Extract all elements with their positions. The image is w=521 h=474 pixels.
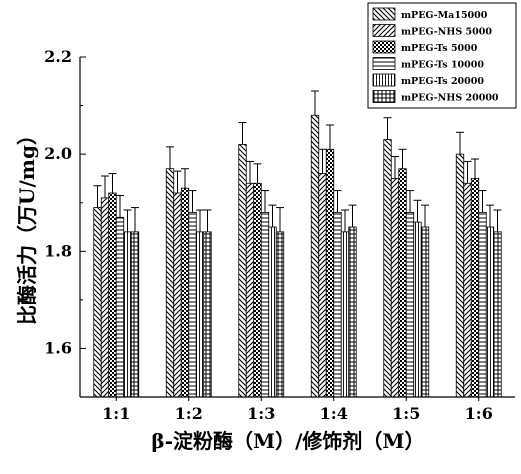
x-tick-label: 1:1 <box>102 404 130 423</box>
bar <box>115 216 125 398</box>
bar <box>260 212 270 398</box>
bar <box>268 226 277 398</box>
bar <box>318 173 327 398</box>
legend: mPEG-Ma15000 mPEG-NHS 5000 mPEG-Ts 5000 mPE… <box>367 2 517 109</box>
bar <box>398 168 407 398</box>
legend-swatch <box>372 24 396 37</box>
legend-label: mPEG-NHS 5000 <box>401 27 492 38</box>
y-tick-label: 1.6 <box>44 338 72 357</box>
bar <box>348 226 357 398</box>
legend-swatch <box>372 90 396 103</box>
bar <box>333 212 342 398</box>
bar <box>413 221 422 398</box>
bar <box>245 182 255 398</box>
bar <box>478 212 487 398</box>
bar <box>455 153 465 398</box>
legend-swatch <box>372 7 396 21</box>
bar <box>195 231 205 398</box>
bar <box>108 192 117 398</box>
y-axis-title: 比酶活力（万U/mg） <box>15 125 39 325</box>
x-tick-label: 1:6 <box>465 404 493 423</box>
y-tick-label: 2.0 <box>44 144 72 163</box>
legend-swatch <box>372 40 396 54</box>
y-tick-label: 1.8 <box>44 241 72 260</box>
bar <box>203 231 212 398</box>
legend-label: mPEG-Ma15000 <box>401 10 488 21</box>
bar <box>253 182 262 398</box>
x-axis-title: β-淀粉酶（M）/修饰剂（M） <box>151 429 424 453</box>
legend-swatch <box>372 73 396 87</box>
bar <box>325 148 335 398</box>
bar <box>100 197 110 398</box>
axes-layer: 1.6 1.8 2.0 2.2 1:1 1:2 1:3 1:4 1:5 1:6 <box>44 47 515 423</box>
bar <box>123 231 132 398</box>
x-tick-label: 1:4 <box>320 404 348 423</box>
bar <box>390 178 400 398</box>
bars-layer <box>93 90 502 398</box>
bar <box>340 231 350 398</box>
bar <box>165 168 175 398</box>
bar <box>130 231 140 398</box>
y-tick-label: 2.2 <box>44 47 72 66</box>
bar <box>310 114 320 398</box>
bar <box>405 212 415 398</box>
bar <box>238 144 247 398</box>
x-tick-label: 1:2 <box>175 404 203 423</box>
legend-swatch <box>372 57 396 70</box>
x-tick-label: 1:5 <box>392 404 420 423</box>
legend-label: mPEG-NHS 20000 <box>401 93 499 104</box>
bar <box>485 226 495 398</box>
bar <box>463 182 472 398</box>
bar <box>188 212 197 398</box>
bar <box>493 231 502 398</box>
bar <box>275 231 285 398</box>
bar <box>180 187 190 398</box>
bar <box>173 192 182 398</box>
bar <box>93 207 102 398</box>
x-tick-label: 1:3 <box>247 404 275 423</box>
legend-label: mPEG-Ts 20000 <box>401 76 484 87</box>
bar <box>383 139 392 398</box>
legend-label: mPEG-Ts 5000 <box>401 43 478 54</box>
bar <box>420 226 430 398</box>
legend-label: mPEG-Ts 10000 <box>401 60 484 71</box>
bar <box>470 178 480 398</box>
